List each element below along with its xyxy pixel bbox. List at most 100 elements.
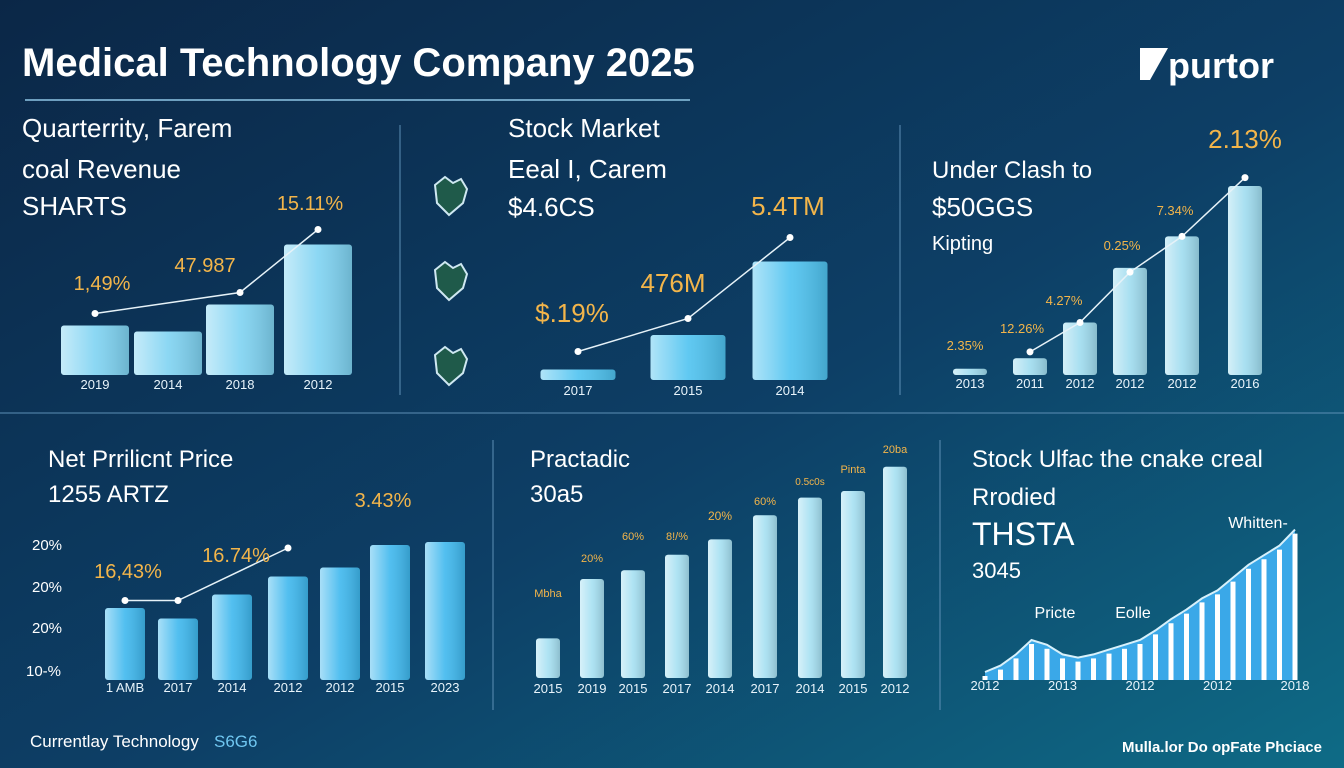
- side-label: 20%: [32, 579, 62, 596]
- chart-title: 3045: [972, 558, 1021, 583]
- dividers: [0, 125, 1344, 710]
- annotation: 0.25%: [1104, 238, 1141, 253]
- annotation: 60%: [622, 531, 644, 543]
- bar-shine: [1165, 236, 1199, 375]
- side-label: 20%: [32, 620, 62, 637]
- annotation: 20%: [581, 553, 603, 565]
- bar-shine: [536, 638, 560, 678]
- bar-shine: [212, 594, 252, 680]
- chart-title: coal Revenue: [22, 154, 181, 184]
- annotation: Whitten-: [1228, 515, 1288, 532]
- bar-shine: [798, 497, 822, 678]
- annotation: 7.34%: [1157, 203, 1194, 218]
- trend-point: [91, 310, 99, 317]
- shield-icons: [433, 175, 469, 387]
- x-tick-label: 2014: [218, 680, 247, 695]
- bar-shine: [540, 369, 616, 380]
- x-tick-label: 2011: [1016, 376, 1044, 391]
- x-tick-label: 2012: [1126, 678, 1155, 693]
- bar-shine: [883, 466, 907, 678]
- chart-title: Net Prrilicnt Price: [48, 446, 233, 473]
- annotation: 2.13%: [1208, 124, 1282, 154]
- footer-right: Mulla.lor Do opFate Phciace: [1122, 739, 1322, 756]
- x-tick-label: 1 AMB: [106, 680, 144, 695]
- chart-title: THSTA: [972, 516, 1075, 552]
- x-tick-label: 2019: [578, 681, 607, 696]
- chart-title: $50GGS: [932, 192, 1033, 222]
- trend-point: [684, 315, 692, 322]
- x-tick-label: 2015: [619, 681, 648, 696]
- chart-title: $4.6CS: [508, 192, 595, 222]
- bar-shine: [268, 576, 308, 680]
- x-tick-label: 2017: [663, 681, 692, 696]
- x-tick-label: 2017: [564, 383, 593, 398]
- bar-shine: [158, 618, 198, 680]
- bar-shine: [284, 244, 352, 375]
- footer-code: S6G6: [214, 732, 257, 751]
- bar-shine: [841, 491, 865, 678]
- annotation: $.19%: [535, 298, 609, 328]
- x-tick-label: 2012: [326, 680, 355, 695]
- x-tick-label: 2012: [1116, 376, 1145, 391]
- annotation: 1,49%: [74, 273, 131, 295]
- x-tick-label: 2015: [839, 681, 868, 696]
- bar-shine: [621, 570, 645, 678]
- chart-title: Kipting: [932, 233, 993, 255]
- bar-shine: [665, 554, 689, 678]
- bar-shine: [580, 579, 604, 678]
- x-tick-label: 2012: [1203, 678, 1232, 693]
- side-label: 20%: [32, 537, 62, 554]
- x-tick-label: 2023: [431, 680, 460, 695]
- bar-shine: [650, 335, 726, 380]
- x-tick-label: 2013: [956, 376, 985, 391]
- annotation: 47.987: [174, 255, 235, 277]
- chart-title: Rrodied: [972, 484, 1056, 511]
- x-tick-label: 2013: [1048, 678, 1077, 693]
- chart-title: SHARTS: [22, 191, 127, 221]
- bar-shine: [320, 567, 360, 680]
- bar-shine: [1063, 322, 1097, 375]
- x-tick-label: 2012: [274, 680, 303, 695]
- x-tick-label: 2012: [881, 681, 910, 696]
- annotation: 3.43%: [355, 490, 412, 512]
- x-tick-label: 2018: [1281, 678, 1310, 693]
- annotation: 20ba: [883, 444, 908, 456]
- x-tick-label: 2014: [154, 377, 183, 392]
- x-tick-label: 2014: [796, 681, 825, 696]
- annotation: Pinta: [840, 464, 866, 476]
- bar-shine: [105, 608, 145, 680]
- x-tick-label: 2014: [776, 383, 805, 398]
- trend-point: [1178, 232, 1186, 240]
- page-title: Medical Technology Company 2025: [22, 41, 695, 85]
- annotation: 12.26%: [1000, 321, 1045, 336]
- x-tick-label: 2015: [534, 681, 563, 696]
- x-tick-label: 2017: [164, 680, 193, 695]
- chart-title: 1255 ARTZ: [48, 481, 169, 508]
- trend-point: [1076, 319, 1084, 326]
- x-tick-label: 2012: [971, 678, 1000, 693]
- annotation: 16.74%: [202, 545, 270, 567]
- annotation: Pricte: [1035, 605, 1076, 622]
- area-line: [984, 528, 1296, 673]
- logo-mark: [1140, 48, 1168, 80]
- x-tick-label: 2015: [674, 383, 703, 398]
- x-tick-label: 2015: [376, 680, 405, 695]
- bar-shine: [1228, 186, 1262, 375]
- x-tick-label: 2012: [1168, 376, 1197, 391]
- chart-title: 30a5: [530, 481, 583, 508]
- bar-shine: [753, 515, 777, 678]
- bar-shine: [425, 542, 465, 680]
- trend-point: [121, 597, 129, 604]
- annotation: 15.11%: [277, 193, 344, 215]
- annotation: 8!/%: [666, 531, 688, 543]
- bar-shine: [134, 331, 202, 375]
- x-tick-label: 2016: [1231, 376, 1260, 391]
- chart-title: Eeal I, Carem: [508, 154, 667, 184]
- annotation: Mbha: [534, 588, 562, 600]
- logo: purtor: [1168, 45, 1274, 86]
- chart-title: Under Clash to: [932, 157, 1092, 184]
- side-label: 10-%: [26, 663, 61, 680]
- chart-title: Stock Market: [508, 113, 660, 143]
- trend-point: [174, 597, 182, 604]
